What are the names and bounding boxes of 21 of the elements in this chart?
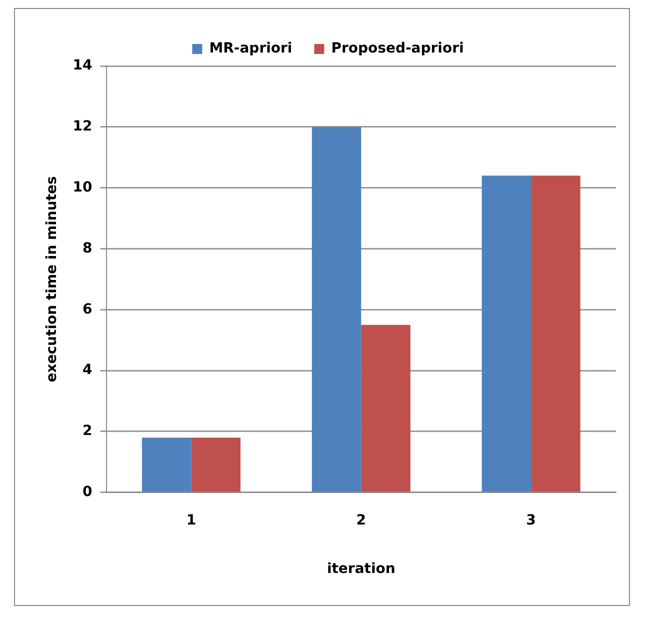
bar: [142, 438, 192, 492]
y-tick-label: 12: [72, 118, 92, 135]
y-tick-label: 6: [82, 301, 92, 318]
bar: [361, 324, 410, 492]
bar: [531, 176, 580, 492]
x-tick-label: 3: [526, 512, 536, 528]
y-tick-label: 8: [82, 240, 92, 256]
x-tick-label: 2: [356, 512, 366, 528]
legend-label: Proposed-apriori: [331, 40, 464, 57]
y-axis-title: execution time in minutes: [44, 176, 60, 382]
x-tick-label: 1: [186, 512, 196, 528]
bar: [482, 176, 532, 492]
y-tick-label: 0: [82, 484, 93, 500]
bar: [312, 126, 362, 492]
y-tick-label: 14: [72, 58, 93, 74]
legend-label: MR-apriori: [209, 40, 292, 57]
y-tick-label: 10: [72, 179, 93, 196]
y-tick-label: 4: [82, 362, 93, 378]
bar: [191, 438, 241, 492]
y-tick-label: 2: [82, 423, 92, 440]
x-axis-title: iteration: [326, 561, 396, 578]
